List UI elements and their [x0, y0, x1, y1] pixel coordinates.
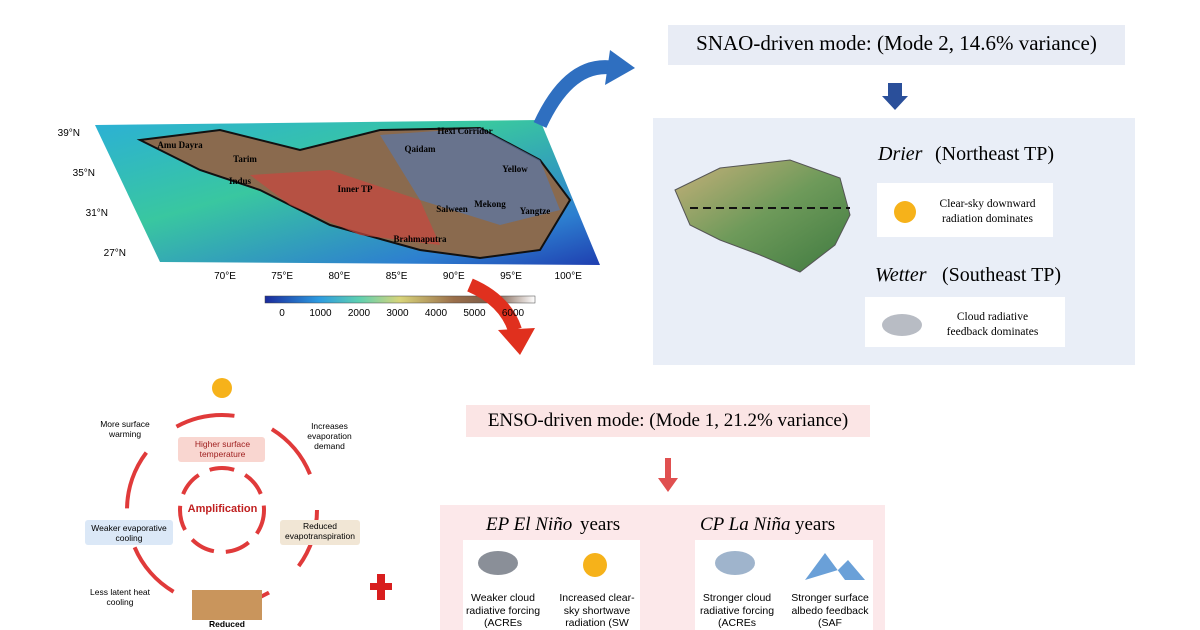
- el-nino-item: Increased clear-sky shortwave radiation …: [559, 592, 635, 630]
- lat-label: 39°N: [58, 128, 80, 139]
- cloud-icon: [882, 314, 922, 336]
- red-region: [250, 170, 440, 245]
- lon-label: 95°E: [500, 271, 522, 282]
- colorbar: [264, 295, 536, 304]
- red-down-arrow: [658, 458, 678, 492]
- lon-label: 80°E: [329, 271, 351, 282]
- cycle-left: Weaker evaporative cooling: [91, 523, 167, 543]
- region-label: Amu Dayra: [157, 140, 203, 150]
- region-label: Indus: [229, 176, 252, 186]
- cycle-top-left: More surface warming: [100, 419, 150, 439]
- years-word: years: [580, 514, 621, 535]
- blue-arrow-head: [605, 50, 635, 85]
- cycle-bottom: Reduced: [209, 619, 245, 629]
- sun-icon: [894, 201, 916, 223]
- lon-label: 85°E: [386, 271, 408, 282]
- lon-label: 90°E: [443, 271, 465, 282]
- la-nina-cloud: [715, 551, 755, 575]
- plus-v: [377, 574, 385, 600]
- red-arrow-head: [498, 328, 535, 355]
- region-label: Tarim: [233, 154, 257, 164]
- drier-text: Clear-sky downward radiation dominates: [939, 198, 1036, 225]
- down-arrow: [882, 83, 908, 110]
- cracked-soil: [192, 590, 262, 620]
- region-label: Inner TP: [338, 184, 373, 194]
- tp-map: [674, 159, 851, 273]
- enso-title-box: [466, 405, 870, 437]
- region-label: Hexi Corridor: [437, 126, 492, 136]
- colorbar-tick: 0: [279, 308, 285, 319]
- lat-label: 31°N: [86, 208, 108, 219]
- region-label: Qaidam: [404, 144, 436, 154]
- cycle-right: Reduced evapotranspiration: [285, 521, 355, 541]
- lon-label: 100°E: [555, 271, 583, 282]
- cycle-top-right: Increases evaporation demand: [307, 421, 352, 451]
- left-label-bg: [85, 520, 173, 545]
- wetter-label: Wetter: [875, 264, 927, 286]
- cycle-top: Higher surface temperature: [194, 439, 251, 459]
- lon-label: 70°E: [214, 271, 236, 282]
- colorbar-tick: 3000: [386, 308, 409, 319]
- wetter-region: (Southeast TP): [942, 264, 1062, 286]
- la-nina-label: CP La Niña: [700, 514, 791, 535]
- years-word: years: [795, 514, 836, 535]
- lat-label: 35°N: [73, 168, 95, 179]
- el-nino-cloud: [478, 551, 518, 575]
- wetter-text: Cloud radiative feedback dominates: [946, 311, 1039, 338]
- region-label: Mekong: [474, 199, 506, 209]
- cycle-sun: [212, 378, 232, 398]
- region-label: Yellow: [502, 164, 528, 174]
- lat-label: 27°N: [104, 248, 126, 259]
- colorbar-tick: 1000: [309, 308, 332, 319]
- region-label: Brahmaputra: [393, 234, 447, 244]
- right-label-bg: [280, 520, 360, 545]
- lon-label: 75°E: [271, 271, 293, 282]
- top-label-bg: [178, 437, 265, 462]
- colorbar-tick: 6000: [502, 308, 525, 319]
- la-nina-item: Stronger surface albedo feedback (SAF: [791, 592, 869, 630]
- region-label: Yangtze: [520, 206, 551, 216]
- cycle-center: Amplification: [187, 503, 258, 515]
- blue-arrow: [533, 60, 617, 128]
- snao-title-box: [668, 25, 1125, 65]
- drier-region: (Northeast TP): [935, 143, 1055, 165]
- blue-region: [380, 128, 560, 225]
- inner-cycle: [178, 466, 266, 554]
- el-nino-sun: [583, 553, 607, 577]
- colorbar-tick: 5000: [463, 308, 486, 319]
- snao-title: SNAO-driven mode: (Mode 2, 14.6% varianc…: [696, 31, 1097, 55]
- region-label: Salween: [436, 204, 468, 214]
- el-nino-item: Weaker cloud radiative forcing (ACREs: [465, 592, 541, 630]
- mountain-icon: [805, 553, 865, 580]
- cycle-bottom-left: Less latent heat cooling: [90, 587, 151, 607]
- red-arrow: [467, 278, 522, 333]
- la-nina-item: Stronger cloud radiative forcing (ACREs: [699, 592, 775, 630]
- el-nino-label: EP El Niño: [486, 514, 573, 535]
- colorbar-tick: 4000: [425, 308, 448, 319]
- colorbar-tick: 2000: [348, 308, 371, 319]
- drier-label: Drier: [878, 143, 923, 165]
- enso-title: ENSO-driven mode: (Mode 1, 21.2% varianc…: [487, 410, 849, 431]
